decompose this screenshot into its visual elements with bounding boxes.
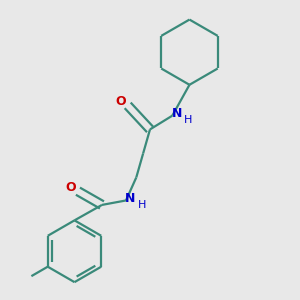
Text: O: O [116, 95, 126, 108]
Text: N: N [125, 192, 136, 205]
Text: O: O [66, 181, 76, 194]
Text: H: H [138, 200, 146, 210]
Text: H: H [184, 115, 193, 125]
Text: N: N [172, 107, 182, 121]
